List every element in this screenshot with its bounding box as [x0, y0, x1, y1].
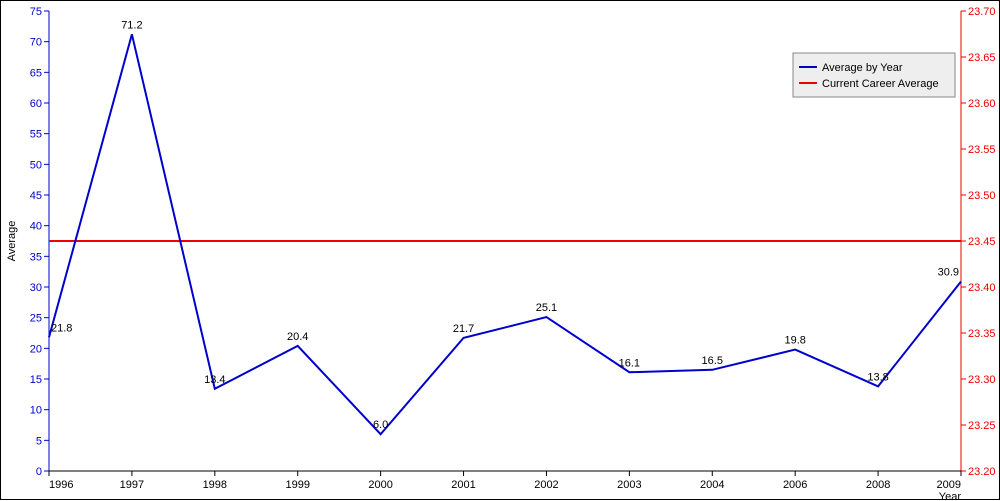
y-left-tick-label: 70 [30, 37, 42, 49]
y-right-tick-label: 23.35 [968, 328, 996, 340]
x-tick-label: 1998 [203, 479, 227, 491]
data-point-label: 20.4 [287, 331, 308, 343]
y-left-tick-label: 55 [30, 129, 42, 141]
y-left-tick-label: 40 [30, 221, 42, 233]
y-left-tick-label: 45 [30, 190, 42, 202]
y-right-tick-label: 23.70 [968, 6, 996, 18]
x-tick-label: 2008 [866, 479, 890, 491]
x-tick-label: 1997 [120, 479, 144, 491]
y-left-tick-label: 15 [30, 374, 42, 386]
data-point-label: 21.7 [453, 323, 474, 335]
y-left-tick-label: 10 [30, 405, 42, 417]
y-left-tick-label: 50 [30, 159, 42, 171]
data-point-label: 13.4 [204, 374, 225, 386]
y-right-tick-label: 23.40 [968, 282, 996, 294]
x-tick-label: 2003 [617, 479, 641, 491]
line-chart: 0 5 10 15 20 25 30 35 40 45 50 55 60 65 70 75 Average 23.… [0, 0, 1000, 500]
x-tick-label: 2004 [700, 479, 724, 491]
y-left-tick-label: 35 [30, 251, 42, 263]
x-tick-label: 2009 [937, 479, 961, 491]
y-right-tick-label: 23.30 [968, 374, 996, 386]
y-right-tick-label: 23.55 [968, 144, 996, 156]
y-left-tick-label: 25 [30, 313, 42, 325]
y-left-tick-label: 5 [36, 435, 42, 447]
y-right-tick-label: 23.45 [968, 236, 996, 248]
x-tick-label: 2002 [534, 479, 558, 491]
y-left-tick-label: 20 [30, 343, 42, 355]
data-point-label: 16.5 [702, 355, 723, 367]
data-point-label: 21.8 [51, 322, 72, 334]
x-tick-label: 2006 [783, 479, 807, 491]
data-point-label: 19.8 [784, 335, 805, 347]
x-tick-label: 1996 [49, 479, 73, 491]
y-left-tick-label: 60 [30, 98, 42, 110]
legend-label: Current Career Average [822, 78, 939, 90]
legend-box [793, 53, 955, 97]
chart-svg: 0 5 10 15 20 25 30 35 40 45 50 55 60 65 70 75 Average 23.… [1, 1, 1000, 501]
data-point-label: 16.1 [619, 357, 640, 369]
legend: Average by Year Current Career Average [793, 53, 955, 97]
data-point-label: 6.0 [373, 419, 388, 431]
y-right-tick-label: 23.65 [968, 52, 996, 64]
y-left-tick-label: 0 [36, 466, 42, 478]
x-tick-label: 2001 [451, 479, 475, 491]
y-right-tick-label: 23.50 [968, 190, 996, 202]
data-point-label: 30.9 [938, 266, 959, 278]
data-point-label: 25.1 [536, 302, 557, 314]
data-point-label: 71.2 [121, 19, 142, 31]
x-tick-label: 1999 [285, 479, 309, 491]
y-right-tick-label: 23.20 [968, 466, 996, 478]
legend-label: Average by Year [822, 62, 903, 74]
data-point-label: 13.8 [867, 371, 888, 383]
y-left-title: Average [6, 221, 18, 262]
x-tick-label: 2000 [368, 479, 392, 491]
y-left-tick-label: 30 [30, 282, 42, 294]
y-right-tick-label: 23.60 [968, 98, 996, 110]
y-left-tick-label: 75 [30, 6, 42, 18]
y-right-tick-label: 23.25 [968, 420, 996, 432]
y-left-tick-label: 65 [30, 67, 42, 79]
